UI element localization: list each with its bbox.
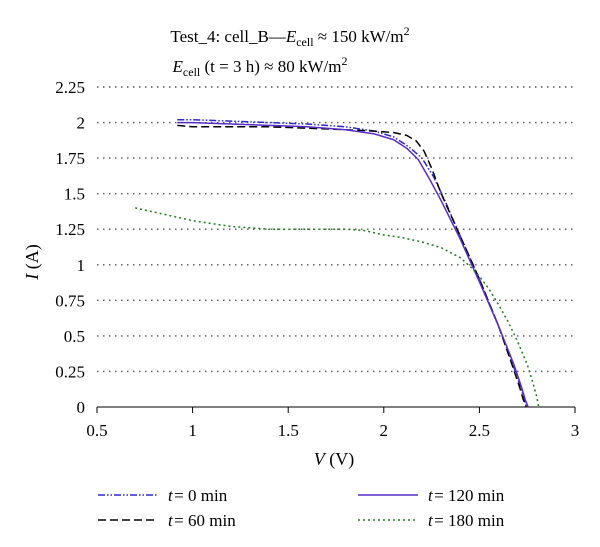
- legend-label-2: t = 120 min: [428, 486, 505, 505]
- legend-label-0-rest: = 0 min: [173, 486, 228, 505]
- y-tick-label: 1.75: [55, 149, 85, 168]
- series-line-1: [177, 124, 527, 408]
- legend-item-3: t = 180 min: [358, 511, 505, 530]
- legend-label-3-rest: = 180 min: [433, 511, 505, 530]
- title-line-2-sup: 2: [341, 54, 347, 68]
- x-axis-label-unit: (V): [325, 449, 355, 470]
- title-line-1-pre: Test_4: cell_B—: [170, 27, 286, 46]
- y-tick-label: 2.25: [55, 78, 85, 97]
- series-line-3: [135, 207, 540, 408]
- series-lines: [135, 118, 540, 408]
- legend-item-0: t = 0 min: [98, 486, 228, 505]
- y-tick-label: 0.25: [55, 362, 85, 381]
- title-line-2-post: (t = 3 h) ≈ 80 kW/m: [200, 57, 341, 76]
- title-line-1-sub: cell: [296, 35, 314, 49]
- y-tick-label: 0.5: [64, 327, 85, 346]
- x-tick-label: 0.5: [86, 421, 107, 440]
- legend-item-1: t = 60 min: [98, 511, 236, 530]
- chart-title: Test_4: cell_B—Ecell ≈ 150 kW/m2 Ecell (…: [170, 24, 409, 79]
- series-line-2: [177, 121, 529, 408]
- x-axis-label: V (V): [314, 449, 355, 470]
- legend-item-2: t = 120 min: [358, 486, 505, 505]
- legend-label-1: t = 60 min: [168, 511, 236, 530]
- y-axis-label: I (A): [22, 244, 43, 281]
- x-tick-label: 1: [188, 421, 197, 440]
- title-line-2: Ecell (t = 3 h) ≈ 80 kW/m2: [172, 54, 348, 79]
- y-tick-label: 0: [77, 398, 86, 417]
- x-tick-label: 1.5: [278, 421, 299, 440]
- y-tick-labels: 0 0.25 0.5 0.75 1 1.25 1.5 1.75 2 2.25: [55, 78, 85, 417]
- title-line-1-post: ≈ 150 kW/m: [314, 27, 404, 46]
- x-tick-label: 3: [571, 421, 580, 440]
- x-tick-label: 2: [380, 421, 389, 440]
- y-tick-label: 1.5: [64, 185, 85, 204]
- y-tick-label: 0.75: [55, 291, 85, 310]
- title-line-1: Test_4: cell_B—Ecell ≈ 150 kW/m2: [170, 24, 409, 49]
- legend: t = 0 min t = 60 min t = 120 min t = 180…: [98, 486, 505, 530]
- title-line-1-var: E: [285, 27, 297, 46]
- axes: [96, 406, 576, 413]
- legend-label-0: t = 0 min: [168, 486, 228, 505]
- x-axis-label-var: V: [314, 449, 327, 469]
- y-axis-label-var: I: [22, 273, 42, 281]
- title-line-2-var: E: [172, 57, 184, 76]
- y-tick-label: 1: [77, 256, 86, 275]
- x-tick-label: 2.5: [469, 421, 490, 440]
- title-line-2-sub: cell: [183, 65, 201, 79]
- y-axis-label-unit: (A): [22, 244, 43, 274]
- legend-label-1-rest: = 60 min: [173, 511, 236, 530]
- x-tick-labels: 0.5 1 1.5 2 2.5 3: [86, 421, 579, 440]
- legend-label-2-rest: = 120 min: [433, 486, 505, 505]
- legend-label-3: t = 180 min: [428, 511, 505, 530]
- series-line-0: [177, 118, 527, 408]
- title-line-1-sup: 2: [404, 24, 410, 38]
- y-tick-label: 2: [77, 114, 86, 133]
- y-tick-label: 1.25: [55, 220, 85, 239]
